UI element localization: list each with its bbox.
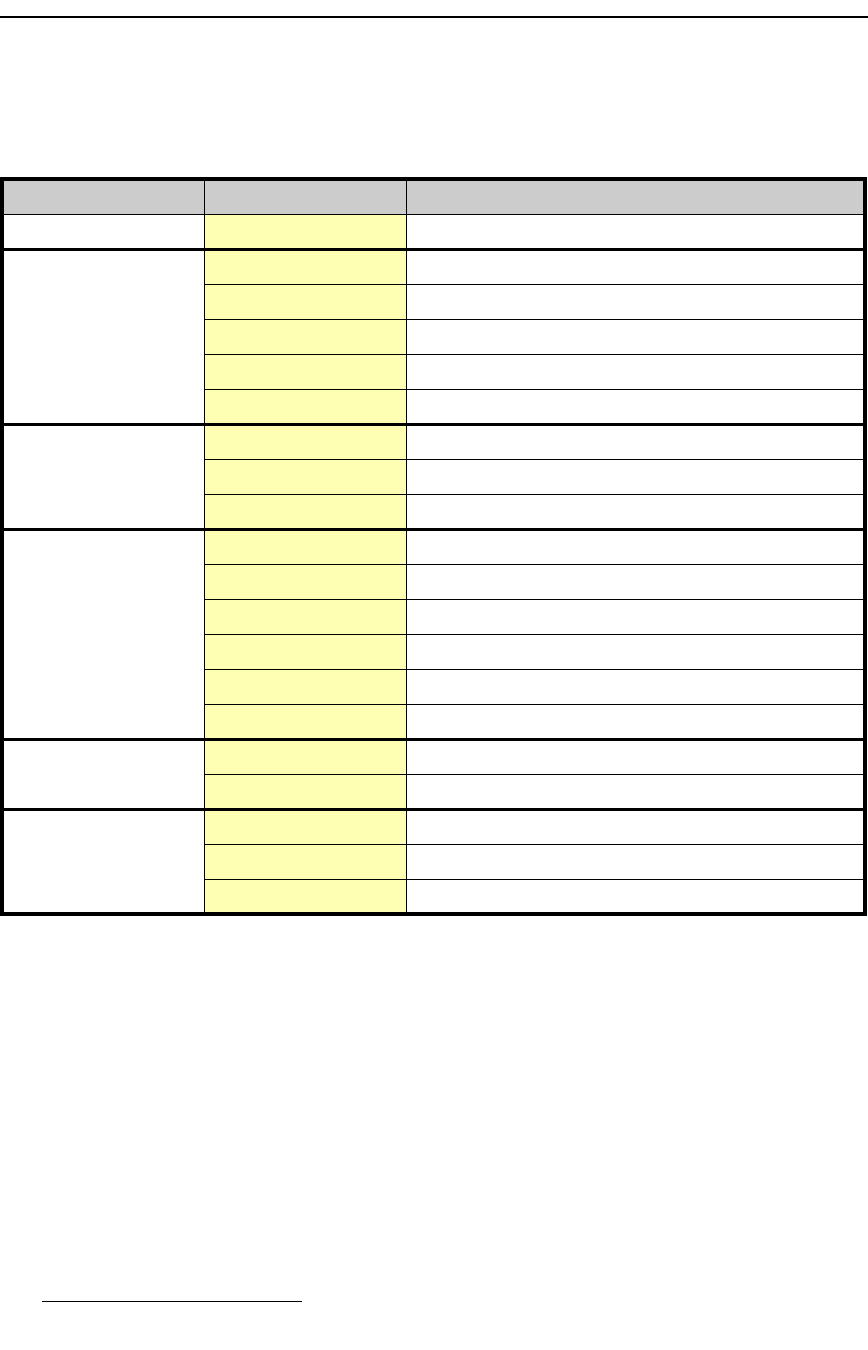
table-header-row <box>1 178 866 215</box>
value-cell <box>203 843 407 880</box>
table-row <box>2 878 866 915</box>
group-label-cell <box>1 737 205 810</box>
group-label-cell <box>1 807 205 915</box>
table-row <box>1 527 866 740</box>
value-cell <box>203 422 407 460</box>
column-header <box>1 178 205 215</box>
table-row <box>1 247 866 425</box>
value-cell <box>203 353 407 390</box>
table-row <box>2 563 866 600</box>
table-row <box>1 807 866 915</box>
table-row <box>2 353 866 390</box>
description-cell <box>405 703 866 740</box>
description-cell <box>405 668 866 705</box>
value-cell <box>203 318 407 355</box>
value-cell <box>203 668 407 705</box>
value-cell <box>203 878 407 915</box>
table-row <box>1 213 866 250</box>
value-cell <box>203 633 407 670</box>
description-cell <box>405 773 866 810</box>
group-label-cell <box>1 213 205 250</box>
table-row <box>1 737 866 810</box>
group-label-cell <box>1 527 205 740</box>
column-header <box>203 178 407 215</box>
table-row <box>2 493 866 530</box>
description-cell <box>405 878 866 915</box>
description-cell <box>405 318 866 355</box>
description-cell <box>405 807 866 845</box>
description-cell <box>405 388 866 425</box>
description-cell <box>405 353 866 390</box>
table-row <box>2 633 866 670</box>
header-rule <box>0 16 868 18</box>
table-row <box>2 283 866 320</box>
value-cell <box>203 247 407 285</box>
description-cell <box>405 843 866 880</box>
description-cell <box>405 283 866 320</box>
group-label-cell <box>1 247 205 425</box>
data-table <box>0 177 867 916</box>
description-cell <box>405 422 866 460</box>
description-cell <box>405 563 866 600</box>
value-cell <box>203 773 407 810</box>
table-row <box>1 422 866 530</box>
table-row <box>2 703 866 740</box>
table-row <box>2 598 866 635</box>
description-cell <box>405 737 866 775</box>
table-row <box>2 668 866 705</box>
value-cell <box>203 458 407 495</box>
value-cell <box>203 807 407 845</box>
table-row <box>2 773 866 810</box>
value-cell <box>203 703 407 740</box>
value-cell <box>203 388 407 425</box>
footnote-separator <box>42 1301 302 1302</box>
table-row <box>2 843 866 880</box>
value-cell <box>203 527 407 565</box>
group-label-cell <box>1 422 205 530</box>
description-cell <box>405 633 866 670</box>
value-cell <box>203 563 407 600</box>
value-cell <box>203 737 407 775</box>
description-cell <box>405 247 866 285</box>
table-row <box>2 318 866 355</box>
value-cell <box>203 213 407 250</box>
description-cell <box>405 493 866 530</box>
description-cell <box>405 213 866 250</box>
value-cell <box>203 283 407 320</box>
column-header <box>405 178 866 215</box>
value-cell <box>203 598 407 635</box>
description-cell <box>405 527 866 565</box>
description-cell <box>405 458 866 495</box>
description-cell <box>405 598 866 635</box>
value-cell <box>203 493 407 530</box>
